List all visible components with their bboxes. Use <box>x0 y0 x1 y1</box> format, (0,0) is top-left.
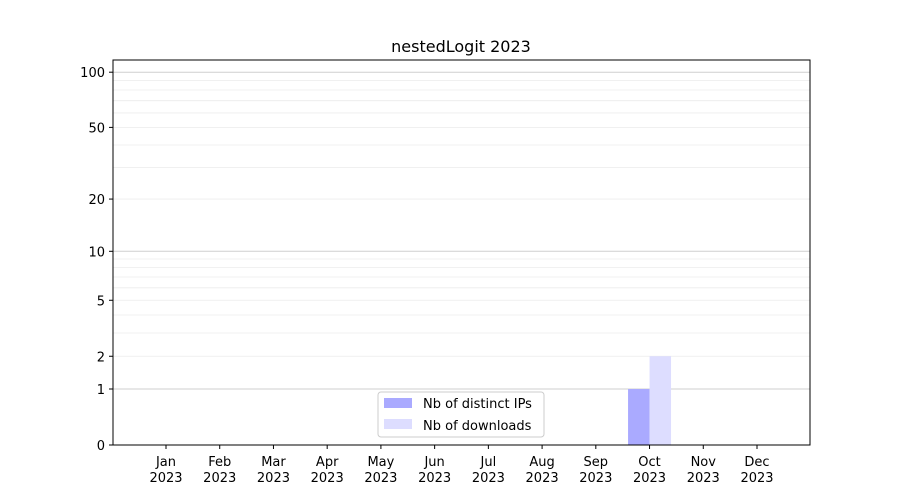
x-tick-label: Mar <box>261 455 286 470</box>
bar-distinct-ips <box>628 389 650 445</box>
y-tick-label: 1 <box>97 383 105 398</box>
x-tick-label: 2023 <box>579 471 612 486</box>
y-tick-label: 0 <box>97 439 105 454</box>
legend-swatch-distinct-ips <box>384 398 412 408</box>
x-tick-label: 2023 <box>257 471 290 486</box>
x-tick-label: Jan <box>155 455 176 470</box>
y-tick-label: 50 <box>88 121 105 136</box>
y-tick-label: 2 <box>97 350 105 365</box>
x-tick-label: 2023 <box>472 471 505 486</box>
x-tick-label: Nov <box>691 455 717 470</box>
y-tick-label: 5 <box>97 294 105 309</box>
x-tick-label: 2023 <box>203 471 236 486</box>
x-tick-label: Jul <box>480 455 497 470</box>
x-tick-label: Aug <box>529 455 554 470</box>
x-tick-label: May <box>367 455 394 470</box>
bar-downloads <box>649 356 672 445</box>
x-tick-label: 2023 <box>364 471 397 486</box>
legend-label-distinct-ips: Nb of distinct IPs <box>423 397 532 412</box>
axes-frame <box>112 59 811 446</box>
legend-label-downloads: Nb of downloads <box>423 419 532 434</box>
y-tick-label: 100 <box>80 66 105 81</box>
y-tick-label: 10 <box>88 245 105 260</box>
x-tick-label: Jun <box>423 455 444 470</box>
x-tick-label: Dec <box>744 455 769 470</box>
x-tick-label: Apr <box>316 455 339 470</box>
legend: Nb of distinct IPs Nb of downloads <box>377 391 545 438</box>
legend-swatch-downloads <box>384 419 412 429</box>
x-tick-label: Sep <box>584 455 609 470</box>
x-tick-label: Feb <box>208 455 231 470</box>
x-tick-label: 2023 <box>418 471 451 486</box>
x-tick-label: 2023 <box>149 471 182 486</box>
x-tick-label: Oct <box>638 455 660 470</box>
x-tick-label: 2023 <box>687 471 720 486</box>
y-tick-label: 20 <box>88 193 105 208</box>
x-tick-label: 2023 <box>740 471 773 486</box>
chart-title: nestedLogit 2023 <box>391 37 531 56</box>
x-tick-label: 2023 <box>526 471 559 486</box>
x-tick-label: 2023 <box>311 471 344 486</box>
x-tick-label: 2023 <box>633 471 666 486</box>
